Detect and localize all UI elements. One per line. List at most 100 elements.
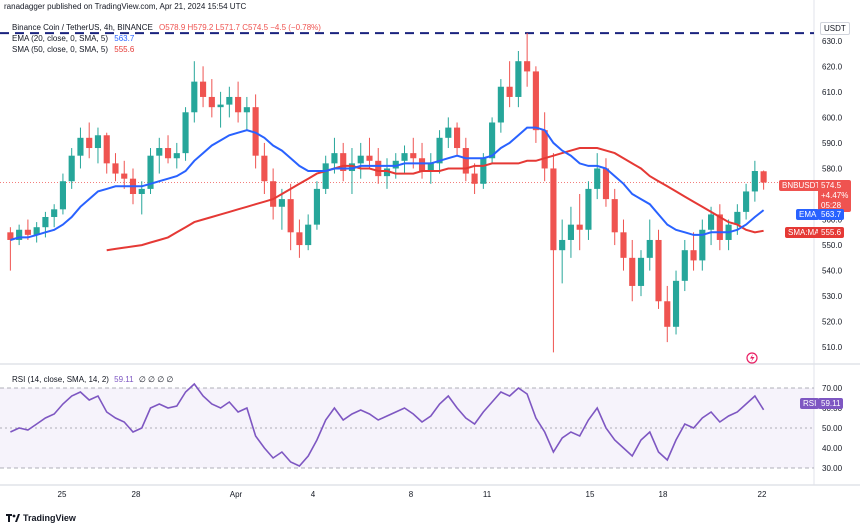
candle-body <box>611 199 618 233</box>
candle-body <box>24 229 31 235</box>
sma50-line <box>106 147 764 252</box>
candle-body <box>77 137 84 156</box>
price-tick-label: 610.0 <box>822 88 843 97</box>
candle-body <box>322 163 329 189</box>
symbol-name: Binance Coin / TetherUS, 4h, BINANCE <box>12 23 153 32</box>
candle-body <box>515 61 522 97</box>
price-tick-label: 580.0 <box>822 164 843 173</box>
candle-body <box>392 160 399 169</box>
candle-body <box>716 214 723 240</box>
candle-body <box>59 181 66 210</box>
ohlc-values: O578.9 H579.2 L571.7 C574.5 −4.5 (−0.78%… <box>159 23 321 32</box>
symbol-row[interactable]: Binance Coin / TetherUS, 4h, BINANCE O57… <box>12 22 321 33</box>
candle-body <box>375 160 382 177</box>
candle-body <box>646 239 653 258</box>
price-tick-label: 600.0 <box>822 113 843 122</box>
candle-body <box>366 155 373 161</box>
candle-body <box>138 188 145 194</box>
last-price-badge: 574.5 +4.47% 05:28 <box>818 180 852 212</box>
time-axis-label: 15 <box>586 490 595 499</box>
candle-body <box>594 168 601 189</box>
candle-body <box>200 81 207 97</box>
price-tick-label: 550.0 <box>822 241 843 250</box>
candle-body <box>287 199 294 233</box>
candle-body <box>462 148 469 174</box>
candle-body <box>559 239 566 251</box>
candle-body <box>191 81 198 113</box>
candle-body <box>208 96 215 108</box>
candle-body <box>497 86 504 123</box>
ema-legend-label: EMA (20, close, 0, SMA, 5) <box>12 34 109 43</box>
symbol-tag-text: BNBUSDT <box>782 181 821 190</box>
chart-legend: Binance Coin / TetherUS, 4h, BINANCE O57… <box>12 22 321 55</box>
rsi-legend-extra: ∅ ∅ ∅ ∅ <box>138 375 174 384</box>
currency-label[interactable]: USDT <box>820 22 850 35</box>
candle-body <box>672 280 680 327</box>
time-axis-label: 4 <box>311 490 316 499</box>
candle-body <box>471 173 478 184</box>
candle-body <box>620 232 627 258</box>
candle-body <box>331 153 338 164</box>
ema-badge-value: 563.7 <box>821 210 842 219</box>
sma-legend-row[interactable]: SMA (50, close, 0, SMA, 5) 555.6 <box>12 44 321 55</box>
candle-body <box>585 188 592 230</box>
candle-body <box>655 239 662 302</box>
candle-body <box>173 153 180 159</box>
candle-body <box>243 107 250 113</box>
price-tick-label: 530.0 <box>822 292 843 301</box>
candle-body <box>383 168 391 177</box>
ema-tag-text: EMA <box>799 210 817 219</box>
bar-countdown: 05:28 <box>821 201 842 210</box>
candle-body <box>541 130 548 169</box>
candle-body <box>637 257 645 286</box>
rsi-value-badge: 59.11 <box>818 398 844 409</box>
sma-badge-value: 555.6 <box>821 228 842 237</box>
ema20-line <box>10 126 765 241</box>
candle-body <box>147 155 154 189</box>
rsi-tick-label: 40.00 <box>822 444 843 453</box>
candle-body <box>164 148 172 159</box>
ema-legend-value: 563.7 <box>114 34 135 43</box>
symbol-price-tag: BNBUSDT <box>779 180 824 191</box>
candle-body <box>7 232 14 240</box>
candle-body <box>567 224 574 240</box>
time-axis-label: 11 <box>483 490 492 499</box>
price-tick-label: 590.0 <box>822 139 843 148</box>
candle-body <box>418 158 426 172</box>
tradingview-footer[interactable]: TradingView <box>6 513 76 523</box>
ema-legend-row[interactable]: EMA (20, close, 0, SMA, 5) 563.7 <box>12 33 321 44</box>
rsi-tick-label: 70.00 <box>822 384 843 393</box>
sma-tag: SMA:MA <box>785 227 823 238</box>
candle-body <box>261 155 268 182</box>
rsi-tag: RSI <box>800 398 820 409</box>
candle-body <box>112 163 119 174</box>
candle-body <box>51 209 58 217</box>
price-tick-label: 620.0 <box>822 62 843 71</box>
candle-body <box>68 155 75 182</box>
candle-body <box>445 127 452 138</box>
candle-body <box>16 229 23 240</box>
candle-body <box>480 158 487 184</box>
sma-tag-text: SMA:MA <box>788 228 820 237</box>
candle-body <box>226 96 233 105</box>
rsi-legend-row[interactable]: RSI (14, close, SMA, 14, 2) 59.11 ∅ ∅ ∅ … <box>12 375 173 384</box>
candle-body <box>401 153 408 161</box>
candle-body <box>410 153 417 159</box>
candle-body <box>664 301 671 327</box>
candle-body <box>743 191 750 212</box>
candle-body <box>532 71 539 131</box>
candle-body <box>629 257 636 286</box>
candle-body <box>427 163 434 172</box>
candle-body <box>760 171 767 183</box>
candle-body <box>357 155 364 164</box>
time-axis-label: 28 <box>132 490 141 499</box>
sma-legend-label: SMA (50, close, 0, SMA, 5) <box>12 45 109 54</box>
rsi-tick-label: 50.00 <box>822 424 843 433</box>
rsi-tick-label: 30.00 <box>822 464 843 473</box>
candle-body <box>524 61 531 72</box>
price-tick-label: 540.0 <box>822 267 843 276</box>
time-axis-label: 25 <box>58 490 67 499</box>
last-price: 574.5 <box>821 181 842 190</box>
candle-body <box>454 127 461 149</box>
